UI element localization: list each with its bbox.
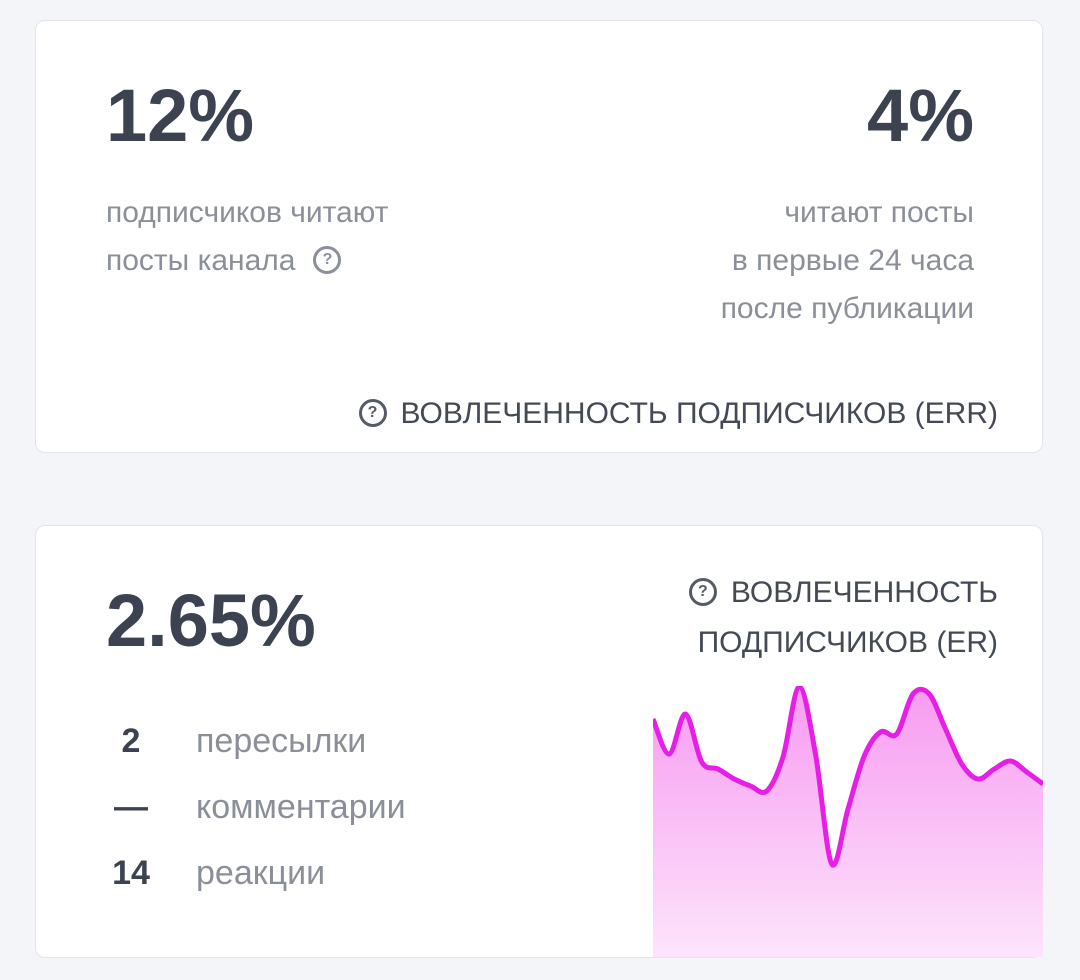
sparkline-area (653, 686, 1043, 957)
er-title: ? ВОВЛЕЧЕННОСТЬ ПОДПИСЧИКОВ (ER) (688, 568, 998, 668)
stat-count: — (114, 788, 148, 826)
sparkline (653, 686, 1043, 957)
err-desc: подписчиков читают посты канала? (106, 189, 388, 285)
desc-line: посты канала (106, 244, 296, 277)
er-card: 2.65% ? ВОВЛЕЧЕННОСТЬ ПОДПИСЧИКОВ (ER) 2 … (35, 525, 1043, 958)
err-title: ? ВОВЛЕЧЕННОСТЬ ПОДПИСЧИКОВ (ERR) (358, 389, 998, 439)
stat-count: 2 (121, 722, 141, 760)
sparkline-line (653, 686, 1043, 868)
help-icon[interactable]: ? (358, 399, 387, 428)
desc-line: после публикации (720, 292, 974, 325)
stat-label: пересылки (196, 722, 367, 760)
desc-line: в первые 24 часа (731, 244, 974, 277)
err-24h-value: 4% (867, 74, 974, 157)
er-value: 2.65% (106, 579, 316, 662)
stat-label: реакции (196, 854, 326, 892)
stat-count: 14 (112, 854, 150, 892)
desc-line: подписчиков читают (106, 196, 389, 229)
stat-label: комментарии (196, 788, 406, 826)
title-text: ВОВЛЕЧЕННОСТЬ ПОДПИСЧИКОВ (ERR) (400, 397, 998, 430)
err-24h-desc: читают посты в первые 24 часа после публ… (721, 189, 974, 333)
title-text: ПОДПИСЧИКОВ (ER) (697, 626, 998, 659)
err-value: 12% (106, 74, 255, 157)
title-text: ВОВЛЕЧЕННОСТЬ (730, 576, 998, 609)
err-card: 12% 4% подписчиков читают посты канала ? … (35, 20, 1043, 453)
help-icon[interactable]: ? (313, 246, 342, 275)
help-icon[interactable]: ? (688, 578, 717, 607)
desc-line: читают посты (784, 196, 974, 229)
